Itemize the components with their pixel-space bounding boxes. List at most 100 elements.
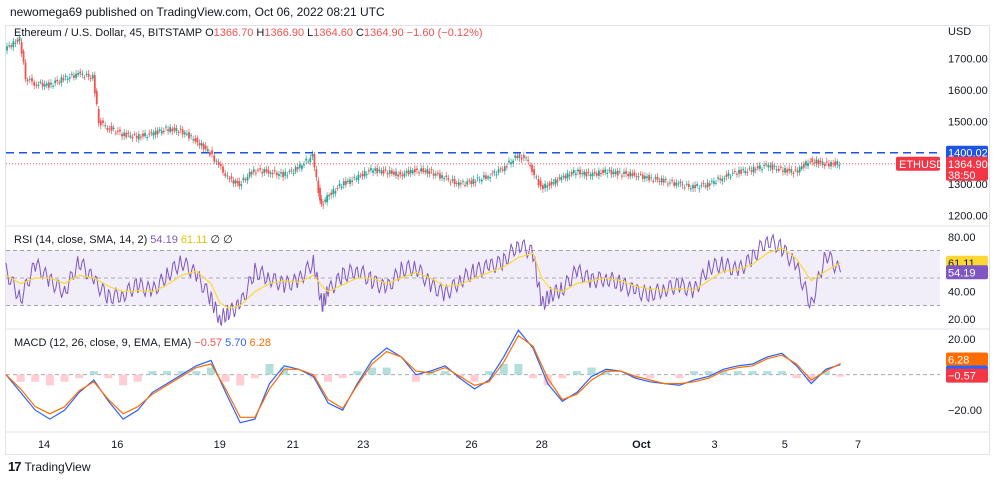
price-candle [740,169,743,174]
price-candle [183,132,186,135]
macd-histogram-bar [748,371,757,375]
symbol-tag: ETHUSD [899,159,944,171]
price-candle [733,171,736,173]
price-candle [372,170,374,173]
price-candle [242,177,245,181]
price-candle [200,143,203,146]
price-candle [671,180,673,182]
price-candle [508,160,510,163]
price-candle [148,133,151,135]
macd-series-line [5,334,841,418]
price-candle [332,188,335,195]
price-candle [782,170,784,172]
price-candle [464,185,466,187]
price-candle [589,174,592,177]
price-candle [89,77,92,79]
price-candle [399,171,402,175]
price-candle [418,172,420,174]
price-candle [763,164,766,166]
price-candle [522,155,525,158]
price-candle [558,177,561,179]
price-candle [108,128,111,130]
price-candle [736,173,738,175]
price-candle [750,169,753,172]
price-candle [374,168,377,171]
price-candle [407,170,410,175]
price-candle [349,179,351,185]
price-candle [206,149,209,152]
rsi-series-line [5,233,841,327]
price-candle [273,170,276,172]
price-candle [41,82,44,87]
rsi-tick-label: 20.00 [948,314,976,326]
macd-series-line [5,329,841,424]
bar-countdown: 38:50 [948,170,976,182]
price-candle [278,174,280,176]
price-candle [179,128,182,130]
price-candle [211,150,213,155]
price-candle [518,154,521,158]
price-candle [641,174,644,179]
price-candle [729,176,732,178]
price-candle [33,81,36,86]
price-candle [583,171,586,176]
price-candle [26,79,29,82]
price-candle [612,172,615,174]
price-candle [669,182,671,184]
ohlc-close: 1364.90 [363,27,404,39]
price-candle [226,175,229,177]
price-candle [487,176,489,179]
price-candle [97,108,100,124]
macd-histogram-bar [543,374,552,386]
ohlc-change: −1.60 (−0.12%) [406,27,483,39]
chart-frame [5,25,990,455]
price-candle [401,174,404,177]
price-candle [809,161,812,163]
ohlc-open-label: O [205,27,214,39]
price-candle [710,180,713,182]
price-candle [380,170,383,174]
macd-histogram-bar [763,371,772,375]
price-candle [556,180,559,183]
macd-histogram-bar [485,371,494,375]
price-candle [495,174,498,176]
macd-histogram-bar [60,374,69,382]
price-candle [162,130,165,132]
price-candle [449,182,452,184]
macd-histogram-bar [836,374,845,377]
price-candle [692,184,694,189]
price-candle [64,75,67,77]
price-candle [512,160,515,164]
price-candle [95,90,98,105]
ohlc-open: 1366.70 [213,27,254,39]
price-candle [265,169,268,172]
price-candle [441,175,443,179]
price-candle [384,169,387,171]
price-candle [550,181,553,185]
price-candle [338,183,341,187]
macd-histogram-bar [675,374,684,379]
rsi-extra: ∅ ∅ [210,234,233,246]
price-candle [196,137,199,143]
price-candle [537,179,540,186]
price-candle [204,145,207,150]
price-candle [775,169,778,171]
price-candle [79,71,82,74]
price-candle [355,178,358,180]
price-candle [24,62,27,80]
price-candle [533,169,536,176]
price-candle [252,169,255,173]
price-candle [255,172,257,174]
price-candle [301,165,303,170]
price-candle [593,172,596,174]
footer-brand: TradingView [24,459,91,474]
macd-histogram-bar [514,364,523,375]
price-candle [411,170,414,174]
price-candle [83,77,86,79]
price-candle [491,173,494,175]
price-candle [292,172,295,174]
price-candle [290,170,293,172]
price-candle [181,129,184,135]
price-candle [52,85,54,87]
